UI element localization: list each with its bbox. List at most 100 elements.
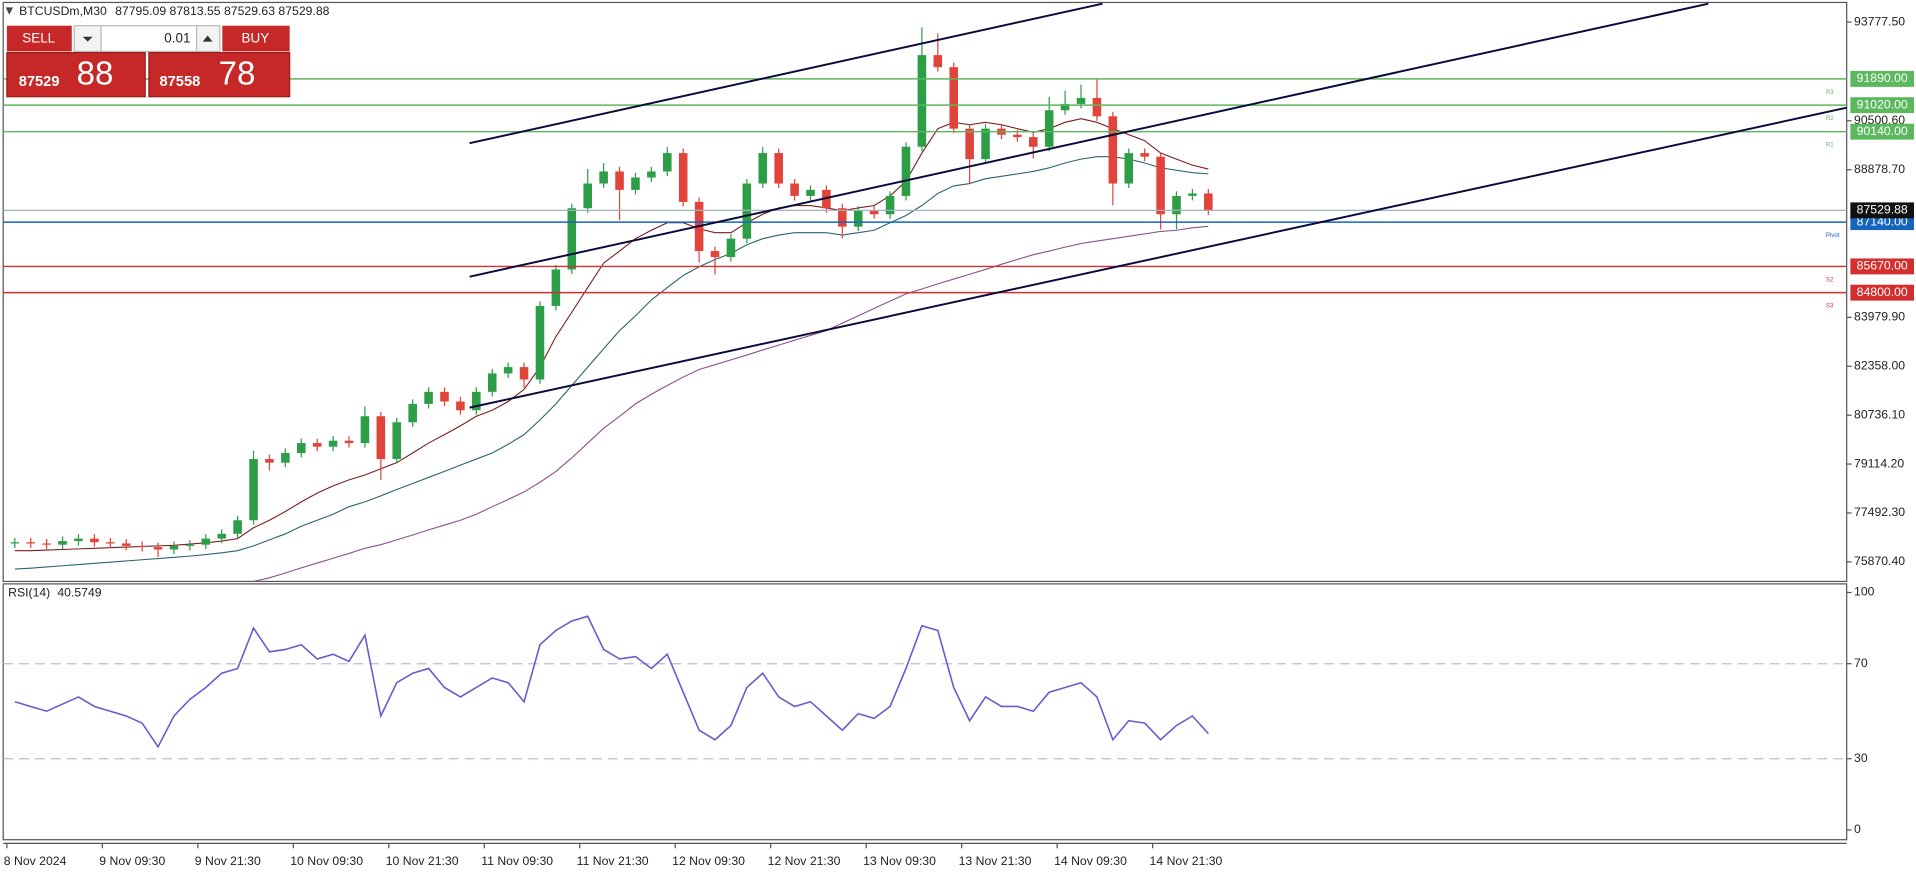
x-tick-label: 10 Nov 21:30 [386,854,459,868]
candle-body [758,153,768,184]
candle-body [949,67,958,129]
buy-price-main[interactable]: 87558 [159,74,200,90]
level-tag: S2 [1826,276,1834,283]
candle-body [472,391,481,411]
candle-body [1156,156,1165,215]
symbol: BTCUSDm,M30 [19,4,107,18]
candle-body [376,416,386,460]
candle-body [42,543,51,545]
candle-body [249,459,258,521]
level-tag: S3 [1826,303,1834,310]
candle-body [424,391,433,404]
level-tag: Pivot [1826,232,1840,239]
candle-body [153,547,163,550]
candle-body [551,269,561,306]
candle-body [1028,137,1038,147]
buy-label[interactable]: BUY [242,31,270,46]
x-tick-label: 13 Nov 21:30 [959,854,1032,868]
plot-layer [3,27,1847,760]
candle-body [456,401,465,411]
buy-button[interactable] [222,25,290,52]
label-layer: 93777.50 90500.60 88878.70 83979.90 82358.00… [4,14,1915,868]
candle-body [806,189,815,196]
volume-field[interactable] [100,25,198,53]
x-tick-label: 11 Nov 21:30 [577,854,649,868]
candle-body [487,373,497,392]
candle-body [392,422,402,460]
candle-body [599,171,608,184]
candle-body [185,544,195,546]
rsi-line [14,615,1209,749]
moving-average [14,118,1209,552]
level-tag: R2 [1826,115,1834,122]
rsi-title: RSI(14) 40.5749 [8,586,102,600]
level-label: 91020.00 [1857,97,1908,111]
candle-body [360,416,370,444]
candle-body [1076,97,1086,104]
candle-body [121,543,131,546]
candle-body [678,153,688,202]
candle-body [838,208,847,227]
level-label: 84800.00 [1857,285,1908,299]
candle-body [328,440,338,447]
candle-body [1124,153,1134,184]
candle-body [1204,193,1213,211]
sell-price-box[interactable] [6,52,146,98]
candle-body [10,542,20,544]
buy-price-big[interactable]: 78 [219,56,256,93]
volume[interactable]: 0.01 [164,31,190,46]
level-tag: R1 [1826,142,1834,149]
sell-button[interactable] [6,25,72,52]
candle-body [265,459,274,463]
candle-body [1092,97,1102,117]
candle-body [26,542,36,544]
candle-body [519,367,529,380]
candle-body [901,146,911,196]
candle-body [281,453,290,463]
candle-body [1140,153,1149,157]
sell-price-big[interactable]: 88 [77,56,114,93]
level-tag: R3 [1826,89,1834,96]
candle-body [233,520,242,534]
candle-body [726,238,736,258]
candle-body [1188,193,1197,196]
y-tick-label: 79114.20 [1854,456,1904,470]
candle-body [90,538,99,543]
candle-body [647,171,656,178]
candle-body [710,251,720,258]
candle-body [74,538,83,542]
y-tick-label: 77492.30 [1854,505,1905,519]
sell-price-main[interactable]: 87529 [19,74,60,90]
x-tick-label: 9 Nov 21:30 [195,854,261,868]
moving-average [14,156,1209,570]
candle-body [790,183,799,196]
candle-body [106,542,115,544]
candle-body [615,171,624,190]
symbol-icon [5,7,14,15]
candle-body [408,403,417,423]
buy-price-box[interactable] [148,52,291,98]
x-tick-label: 13 Nov 09:30 [863,854,936,868]
candle-body [217,533,226,539]
x-tick-label: 12 Nov 09:30 [672,854,745,868]
sell-label[interactable]: SELL [22,31,55,46]
level-label-box [1850,258,1915,275]
candle-body [583,183,592,209]
candle-body [201,538,211,545]
level-label: 90140.00 [1857,124,1908,138]
level-label: 85670.00 [1857,259,1908,273]
level-label-box [1850,123,1915,140]
candle-body [662,153,672,172]
candle-body [58,541,67,545]
candle-body [344,440,354,444]
candle-body [137,545,147,548]
arrow-up [202,35,213,42]
rsi-name: RSI(14) [8,586,50,600]
candle-body [312,443,322,447]
candle-body [822,189,831,209]
y-tick-label: 90500.60 [1854,113,1905,127]
channel-line [469,2,1709,278]
channel-line [469,2,1103,145]
candle-body [965,128,974,160]
